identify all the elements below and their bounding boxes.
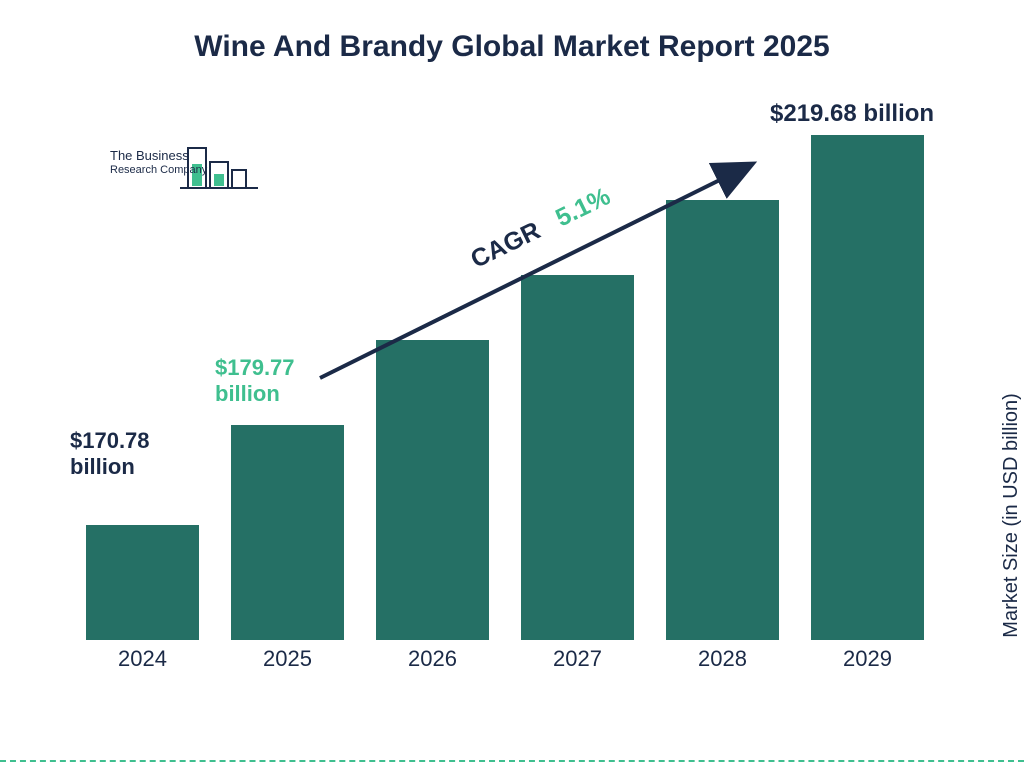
x-axis-label: 2024	[70, 640, 215, 672]
x-axis-label: 2026	[360, 640, 505, 672]
bar-slot	[795, 120, 940, 640]
bar	[811, 135, 924, 640]
x-axis-label: 2029	[795, 640, 940, 672]
bar	[521, 275, 634, 640]
bar	[231, 425, 344, 640]
value-label: $179.77billion	[215, 355, 295, 408]
bar	[86, 525, 199, 640]
bar-slot	[360, 120, 505, 640]
x-axis-label: 2025	[215, 640, 360, 672]
bar	[666, 200, 779, 640]
value-label: $219.68 billion	[770, 100, 934, 129]
bar-slot	[650, 120, 795, 640]
bottom-dashed-divider	[0, 760, 1024, 762]
x-axis-label: 2027	[505, 640, 650, 672]
bars-container	[70, 120, 940, 640]
value-label: $170.78billion	[70, 428, 150, 481]
y-axis-title: Market Size (in USD billion)	[1001, 393, 1024, 638]
chart-area: 202420252026202720282029	[70, 120, 940, 680]
x-axis: 202420252026202720282029	[70, 640, 940, 680]
chart-title: Wine And Brandy Global Market Report 202…	[0, 30, 1024, 64]
bar	[376, 340, 489, 640]
x-axis-label: 2028	[650, 640, 795, 672]
bar-slot	[70, 120, 215, 640]
